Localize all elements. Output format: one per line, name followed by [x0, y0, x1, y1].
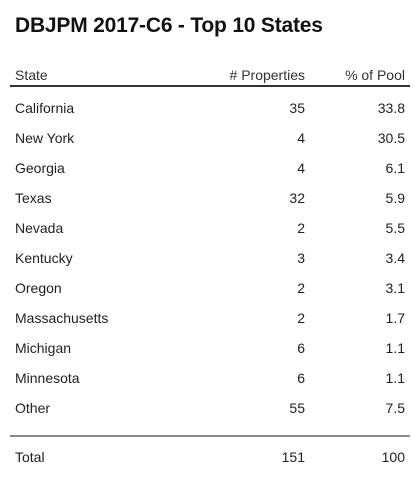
- table-body: California 35 33.8 New York 4 30.5 Georg…: [10, 87, 410, 417]
- states-table: State # Properties % of Pool California …: [10, 62, 410, 467]
- cell-properties: 3: [297, 250, 305, 266]
- header-pool: % of Pool: [345, 67, 405, 83]
- cell-properties: 32: [289, 190, 305, 206]
- cell-properties: 2: [297, 280, 305, 296]
- cell-pool: 33.8: [377, 100, 405, 116]
- table-row: Massachusetts 2 1.7: [10, 297, 410, 327]
- cell-pool: 5.9: [385, 190, 405, 206]
- cell-properties: 2: [297, 310, 305, 326]
- cell-state: Massachusetts: [15, 310, 109, 326]
- table-row: California 35 33.8: [10, 87, 410, 117]
- table-row: Kentucky 3 3.4: [10, 237, 410, 267]
- cell-state: Other: [15, 400, 51, 416]
- cell-state: Oregon: [15, 280, 62, 296]
- cell-properties: 55: [289, 400, 305, 416]
- total-row: Total 151 100: [10, 437, 410, 467]
- table-row: Georgia 4 6.1: [10, 147, 410, 177]
- total-label: Total: [15, 449, 45, 465]
- cell-state: Georgia: [15, 160, 65, 176]
- total-divider: [10, 417, 410, 437]
- header-properties: # Properties: [229, 67, 305, 83]
- table-row: Nevada 2 5.5: [10, 207, 410, 237]
- cell-state: Texas: [15, 190, 52, 206]
- table-row: Texas 32 5.9: [10, 177, 410, 207]
- cell-properties: 4: [297, 130, 305, 146]
- table-row: Minnesota 6 1.1: [10, 357, 410, 387]
- cell-state: Nevada: [15, 220, 64, 236]
- cell-pool: 5.5: [385, 220, 405, 236]
- cell-properties: 4: [297, 160, 305, 176]
- cell-pool: 3.1: [385, 280, 405, 296]
- cell-pool: 7.5: [385, 400, 405, 416]
- cell-properties: 2: [297, 220, 305, 236]
- table-row: New York 4 30.5: [10, 117, 410, 147]
- cell-properties: 6: [297, 370, 305, 386]
- page-title: DBJPM 2017-C6 - Top 10 States: [15, 14, 323, 37]
- cell-state: Kentucky: [15, 250, 73, 266]
- cell-state: California: [15, 100, 75, 116]
- cell-pool: 1.1: [385, 340, 405, 356]
- cell-pool: 30.5: [377, 130, 405, 146]
- table-row: Michigan 6 1.1: [10, 327, 410, 357]
- table-header: State # Properties % of Pool: [10, 62, 410, 87]
- header-state: State: [15, 67, 48, 83]
- cell-state: Minnesota: [15, 370, 80, 386]
- table-row: Oregon 2 3.1: [10, 267, 410, 297]
- cell-pool: 3.4: [385, 250, 405, 266]
- cell-state: Michigan: [15, 340, 72, 356]
- cell-properties: 6: [297, 340, 305, 356]
- cell-properties: 35: [289, 100, 305, 116]
- total-properties: 151: [281, 449, 305, 465]
- table-row: Other 55 7.5: [10, 387, 410, 417]
- cell-pool: 6.1: [385, 160, 405, 176]
- cell-state: New York: [15, 130, 75, 146]
- total-pool: 100: [381, 449, 405, 465]
- cell-pool: 1.1: [385, 370, 405, 386]
- cell-pool: 1.7: [385, 310, 405, 326]
